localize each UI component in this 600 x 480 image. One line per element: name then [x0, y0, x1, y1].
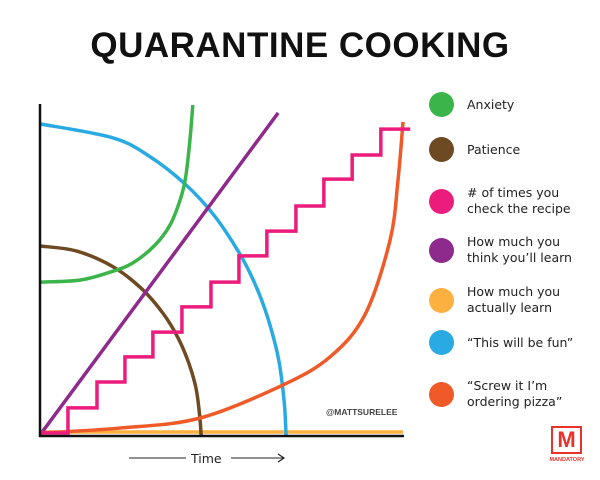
series-line-1	[39, 244, 203, 437]
legend-swatch-icon	[429, 188, 454, 214]
time-arrowhead-icon	[277, 453, 286, 463]
legend-label: Patience	[467, 141, 521, 157]
legend-label: # of times you check the recipe	[467, 185, 571, 216]
logo-wordmark: MANDATORY	[549, 457, 585, 463]
legend-label: How much you actually learn	[467, 284, 561, 315]
series-line-6	[39, 121, 405, 435]
x-axis-label: Time	[191, 451, 222, 466]
legend-item: “This will be fun”	[429, 330, 599, 355]
legend-item: How much you actually learn	[429, 284, 599, 316]
legend-swatch-icon	[429, 287, 454, 313]
series-line-2	[40, 127, 411, 435]
legend-swatch-icon	[429, 381, 454, 407]
legend-item: How much you think you’ll learn	[429, 234, 599, 266]
legend-label: How much you think you’ll learn	[467, 234, 572, 265]
series-line-0	[39, 104, 195, 284]
legend-label: Anxiety	[467, 96, 515, 112]
legend-label: “This will be fun”	[467, 334, 574, 350]
logo-letter: M	[557, 427, 576, 452]
legend-item: “Screw it I’m ordering pizza”	[429, 378, 599, 410]
legend-label: “Screw it I’m ordering pizza”	[467, 378, 563, 409]
mandatory-logo: M	[551, 426, 582, 454]
chart-title: QUARANTINE COOKING	[90, 26, 510, 65]
legend-item: Anxiety	[429, 92, 599, 117]
series-line-3	[40, 111, 280, 434]
legend-item: # of times you check the recipe	[429, 185, 599, 217]
legend-swatch-icon	[429, 137, 454, 162]
legend-swatch-icon	[429, 237, 454, 263]
legend-swatch-icon	[429, 330, 454, 355]
author-handle: @MATTSURELEE	[326, 407, 398, 417]
legend-item: Patience	[429, 137, 599, 162]
legend-swatch-icon	[429, 92, 454, 117]
series-line-5	[39, 122, 288, 437]
